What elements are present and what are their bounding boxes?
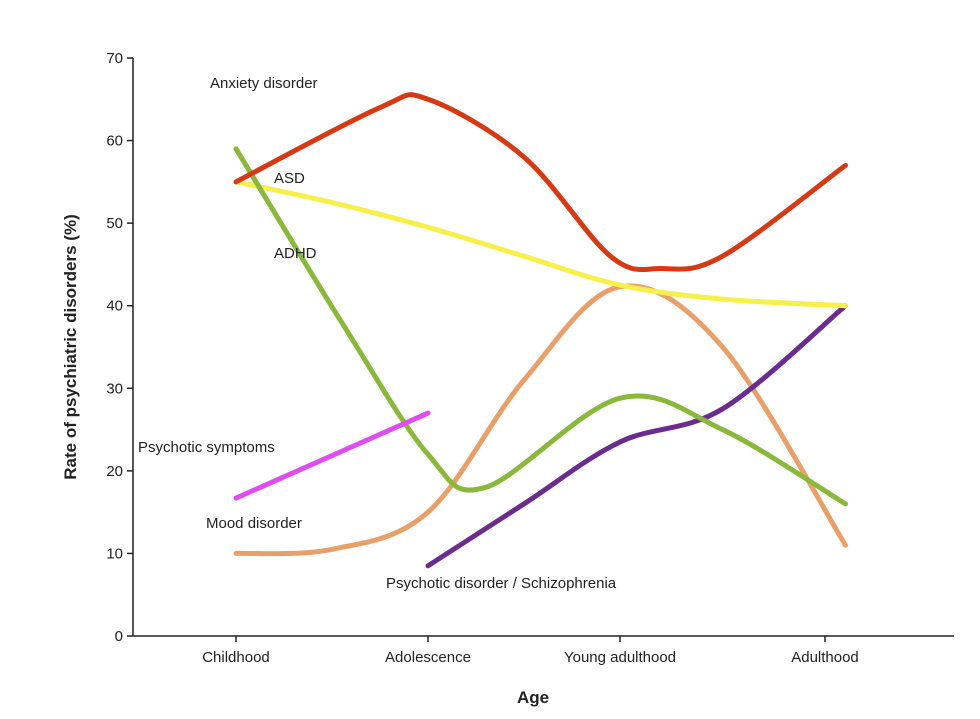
line-chart: 0 10 20 30 40 50 60 70 Childhood Adolescence Youn…: [61, 50, 954, 707]
y-tick-label: 20: [106, 463, 123, 480]
y-tick-label: 30: [106, 380, 123, 397]
x-tick-label: Adolescence: [385, 649, 471, 666]
series-label-psychotic-disorder-schizophrenia: Psychotic disorder / Schizophrenia: [386, 575, 617, 592]
series-line-psychotic-disorder-schizophrenia: [425, 303, 848, 569]
y-tick-label: 40: [106, 298, 123, 315]
axes: [132, 58, 954, 637]
series-line-anxiety-disorder: [233, 92, 848, 273]
y-tick-label: 70: [106, 50, 123, 67]
x-ticks: Childhood Adolescence Young adulthood Adult…: [202, 636, 859, 666]
series-label-anxiety-disorder: Anxiety disorder: [210, 75, 318, 92]
chart-frame: 0 10 20 30 40 50 60 70 Childhood Adolescence Youn…: [8, 8, 972, 711]
y-ticks: 0 10 20 30 40 50 60 70: [106, 50, 133, 645]
y-tick-label: 0: [115, 628, 123, 645]
x-tick-label: Adulthood: [791, 649, 859, 666]
series-line-psychotic-symptoms: [233, 410, 431, 501]
series-label-psychotic-symptoms: Psychotic symptoms: [138, 439, 275, 456]
x-tick-label: Young adulthood: [564, 649, 676, 666]
x-tick-label: Childhood: [202, 649, 270, 666]
series-line-adhd: [233, 146, 848, 507]
x-axis-title: Age: [517, 688, 549, 707]
series-label-mood-disorder: Mood disorder: [206, 515, 302, 532]
series-labels: Anxiety disorder ASD ADHD Psychotic symptom…: [138, 75, 617, 592]
y-axis-title: Rate of psychiatric disorders (%): [61, 214, 80, 479]
y-tick-label: 50: [106, 215, 123, 232]
series-line-mood-disorder: [233, 283, 848, 557]
y-tick-label: 60: [106, 133, 123, 150]
y-tick-label: 10: [106, 545, 123, 562]
series-label-adhd: ADHD: [274, 245, 317, 262]
series-line-asd: [233, 179, 848, 309]
series-lines: [233, 92, 848, 569]
series-label-asd: ASD: [274, 170, 305, 187]
